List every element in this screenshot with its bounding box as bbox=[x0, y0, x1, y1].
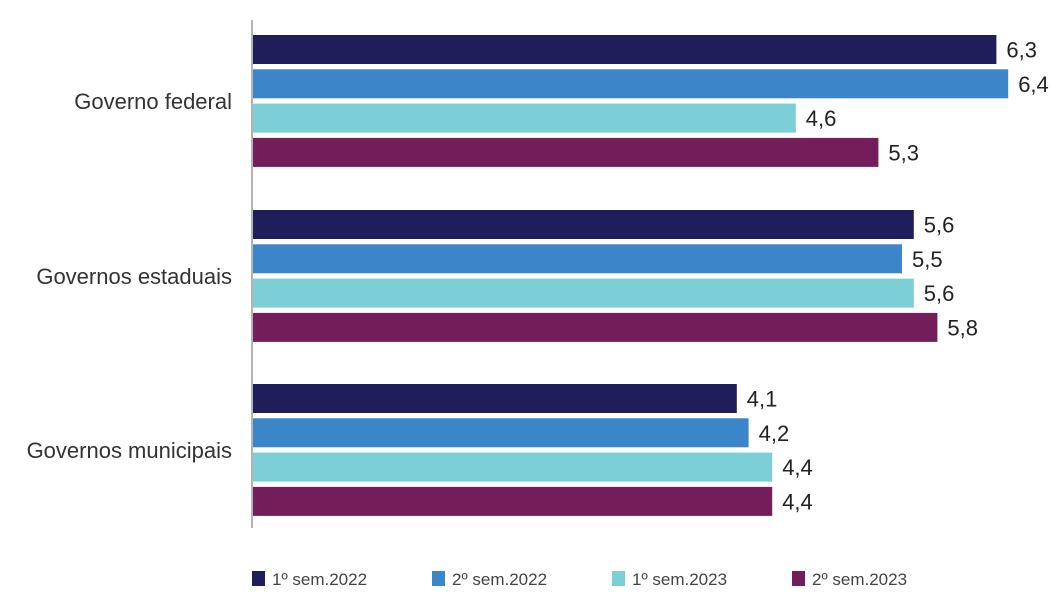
category-label: Governo federal bbox=[74, 89, 232, 114]
bar bbox=[253, 312, 938, 342]
legend-label: 1º sem.2022 bbox=[272, 570, 367, 589]
legend-swatch bbox=[612, 571, 625, 586]
bar bbox=[253, 137, 879, 167]
data-label: 5,5 bbox=[912, 247, 943, 272]
bar bbox=[253, 69, 1009, 99]
bar bbox=[253, 103, 796, 133]
data-label: 4,4 bbox=[782, 489, 813, 514]
bar bbox=[253, 244, 902, 274]
data-label: 6,3 bbox=[1006, 38, 1037, 63]
data-label: 4,1 bbox=[747, 387, 778, 412]
data-label: 4,2 bbox=[759, 421, 790, 446]
bars-group: 6,3 6,4 4,6 5,3 5,6 5,5 5,6 5,8 4,1 4,2 4,4 4,4 bbox=[253, 35, 1049, 516]
bar bbox=[253, 384, 737, 413]
category-label: Governos estaduais bbox=[36, 264, 232, 289]
data-label: 6,4 bbox=[1018, 72, 1049, 97]
data-label: 5,6 bbox=[924, 281, 955, 306]
category-label: Governos municipais bbox=[27, 438, 232, 463]
bar bbox=[253, 278, 914, 308]
bar bbox=[253, 452, 773, 482]
legend-swatch bbox=[252, 571, 265, 586]
data-label: 4,6 bbox=[806, 106, 837, 131]
data-label: 5,6 bbox=[924, 213, 955, 238]
bar bbox=[253, 486, 773, 516]
data-label: 5,3 bbox=[888, 140, 919, 165]
data-label: 4,4 bbox=[782, 455, 813, 480]
legend-label: 1º sem.2023 bbox=[632, 570, 727, 589]
bar bbox=[253, 35, 997, 64]
bar bbox=[253, 210, 914, 239]
legend-label: 2º sem.2023 bbox=[812, 570, 907, 589]
legend: 1º sem.2022 2º sem.2022 1º sem.2023 2º sem.… bbox=[252, 570, 907, 589]
data-label: 5,8 bbox=[947, 315, 978, 340]
bar bbox=[253, 418, 749, 448]
category-labels: Governo federal Governos estaduais Governo… bbox=[27, 89, 232, 463]
legend-label: 2º sem.2022 bbox=[452, 570, 547, 589]
legend-swatch bbox=[432, 571, 445, 586]
legend-swatch bbox=[792, 571, 805, 586]
